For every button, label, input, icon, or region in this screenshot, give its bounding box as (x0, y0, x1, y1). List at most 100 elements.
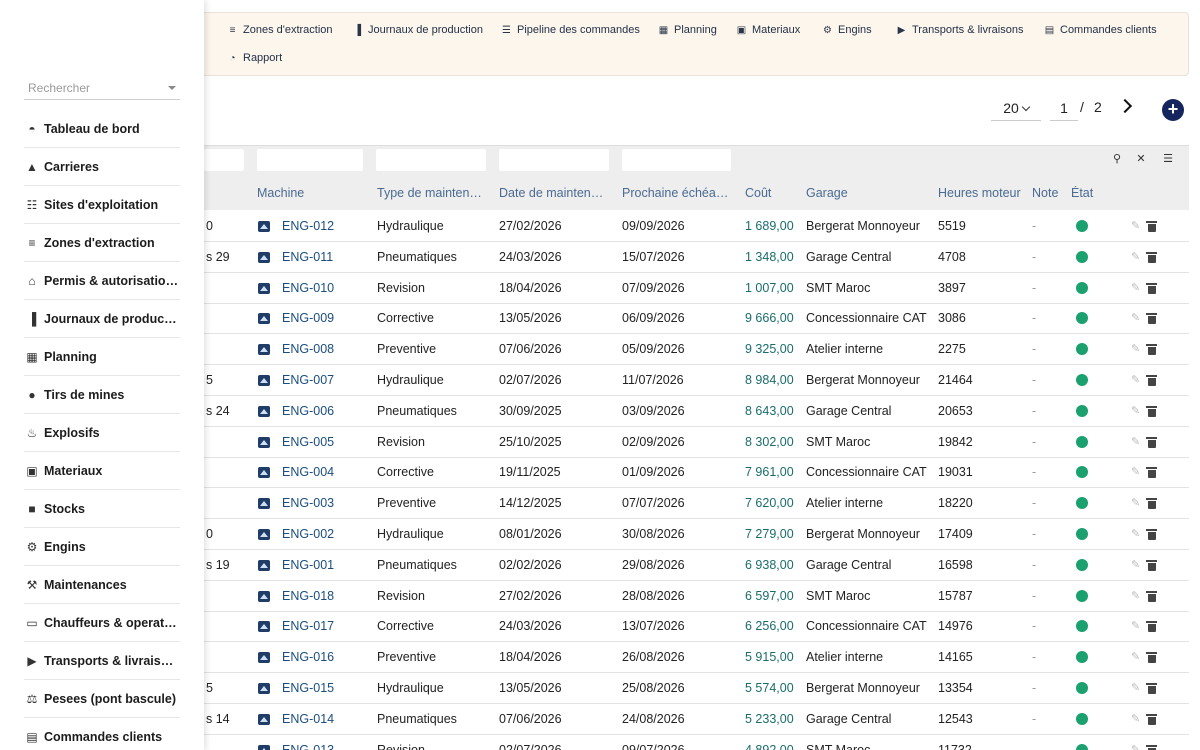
column-header-2[interactable]: Date de maintenance (499, 186, 609, 200)
pencil-icon[interactable]: ✎ (1131, 250, 1141, 263)
pencil-icon[interactable]: ✎ (1131, 528, 1141, 540)
pencil-icon[interactable]: ✎ (1131, 682, 1141, 694)
topnav-item-1[interactable]: ▐ Journaux de production (352, 24, 483, 36)
table-row[interactable]: ENG-003 Preventive 14/12/2025 07/07/2026 7 6… (204, 488, 1189, 520)
column-header-1[interactable]: Type de maintenance (377, 186, 485, 200)
sidebar-item-9[interactable]: ▣ Materiaux (24, 452, 180, 490)
cell-machine[interactable]: ENG-005 (282, 434, 335, 449)
trash-icon[interactable] (1146, 528, 1157, 540)
pencil-icon[interactable]: ✎ (1131, 343, 1141, 356)
clear-filter-icon[interactable]: ✕ (1136, 153, 1146, 165)
add-record-button[interactable]: + (1162, 99, 1184, 121)
pencil-icon[interactable]: ✎ (1131, 281, 1141, 294)
cell-machine[interactable]: ENG-001 (282, 557, 335, 572)
cell-machine[interactable]: ENG-012 (282, 219, 335, 233)
trash-icon[interactable] (1146, 312, 1157, 325)
trash-icon[interactable] (1146, 466, 1157, 479)
topnav-item-5[interactable]: ⚙ Engins (822, 24, 872, 36)
table-row[interactable]: ENG-009 Corrective 13/05/2026 06/09/2026 9 6… (204, 303, 1189, 335)
table-row[interactable]: ENG-016 Preventive 18/04/2026 26/08/2026 5 9… (204, 642, 1189, 674)
search-icon[interactable]: ⚲ (1112, 153, 1122, 165)
machine-image-icon[interactable] (258, 590, 270, 602)
machine-image-icon[interactable] (258, 559, 270, 571)
pencil-icon[interactable]: ✎ (1131, 743, 1141, 750)
filter-input-date[interactable] (499, 149, 609, 171)
cell-machine[interactable]: ENG-006 (282, 403, 335, 418)
sidebar-item-12[interactable]: ⚒ Maintenances (24, 566, 180, 604)
trash-icon[interactable] (1146, 405, 1157, 417)
cell-machine[interactable]: ENG-011 (282, 249, 334, 264)
table-row[interactable]: 5 ENG-007 Hydraulique 02/07/2026 11/07/2026 8… (204, 365, 1189, 396)
trash-icon[interactable] (1146, 251, 1157, 263)
trash-icon[interactable] (1146, 436, 1157, 448)
next-page-button[interactable] (1117, 97, 1137, 117)
topnav-item-8[interactable]: ◔ Rapport (227, 52, 282, 64)
pencil-icon[interactable]: ✎ (1131, 620, 1141, 633)
sidebar-item-16[interactable]: ▤ Commandes clients (24, 718, 180, 750)
column-header-3[interactable]: Prochaine échéance (622, 186, 730, 200)
sidebar-item-1[interactable]: ▲ Carrieres (24, 148, 180, 186)
machine-image-icon[interactable] (258, 498, 270, 510)
pencil-icon[interactable]: ✎ (1131, 651, 1141, 664)
cell-machine[interactable]: ENG-014 (282, 711, 335, 726)
machine-image-icon[interactable] (258, 405, 270, 417)
column-header-0[interactable]: Machine (257, 186, 305, 200)
cell-machine[interactable]: ENG-018 (282, 588, 335, 603)
machine-image-icon[interactable] (258, 467, 270, 479)
pencil-icon[interactable]: ✎ (1131, 558, 1141, 571)
machine-image-icon[interactable] (258, 529, 270, 540)
pencil-icon[interactable]: ✎ (1131, 404, 1141, 417)
pencil-icon[interactable]: ✎ (1131, 435, 1141, 448)
table-row[interactable]: ENG-004 Corrective 19/11/2025 01/09/2026 7 9… (204, 457, 1189, 489)
table-row[interactable]: s 29 ENG-011 Pneumatiques 24/03/2026 15/07/2… (204, 242, 1189, 273)
topnav-item-4[interactable]: ▣ Materiaux (736, 24, 801, 36)
cell-machine[interactable]: ENG-002 (282, 527, 335, 541)
trash-icon[interactable] (1146, 651, 1157, 664)
table-row[interactable]: ENG-017 Corrective 24/03/2026 13/07/2026 6 2… (204, 611, 1189, 643)
table-row[interactable]: ENG-005 Revision 25/10/2025 02/09/2026 8 302… (204, 427, 1189, 458)
table-row[interactable]: ENG-013 Revision 02/07/2026 09/07/2026 4 892… (204, 735, 1189, 750)
sidebar-item-4[interactable]: ⌂ Permis & autorisations (24, 262, 180, 300)
machine-image-icon[interactable] (258, 744, 270, 750)
machine-image-icon[interactable] (258, 344, 270, 356)
trash-icon[interactable] (1146, 713, 1157, 725)
sidebar-item-6[interactable]: ▦ Planning (24, 338, 180, 376)
sidebar-item-14[interactable]: ▶ Transports & livraisons (24, 642, 180, 680)
trash-icon[interactable] (1146, 343, 1157, 356)
filter-input-type[interactable] (376, 149, 486, 171)
trash-icon[interactable] (1146, 559, 1157, 571)
cell-machine[interactable]: ENG-004 (282, 465, 335, 480)
pencil-icon[interactable]: ✎ (1131, 374, 1141, 386)
sidebar-item-7[interactable]: ● Tirs de mines (24, 376, 180, 414)
cell-machine[interactable]: ENG-015 (282, 681, 335, 695)
trash-icon[interactable] (1146, 620, 1157, 633)
topnav-item-0[interactable]: ≡ Zones d'extraction (227, 24, 333, 36)
sidebar-item-5[interactable]: ▐ Journaux de production (24, 300, 180, 338)
trash-icon[interactable] (1146, 374, 1157, 386)
trash-icon[interactable] (1146, 497, 1157, 510)
topnav-item-2[interactable]: ☰ Pipeline des commandes (501, 24, 640, 36)
machine-image-icon[interactable] (258, 221, 270, 232)
cell-machine[interactable]: ENG-016 (282, 650, 335, 665)
machine-image-icon[interactable] (258, 683, 270, 694)
column-header-7[interactable]: Note (1032, 186, 1059, 200)
sidebar-item-8[interactable]: ♨ Explosifs (24, 414, 180, 452)
pencil-icon[interactable]: ✎ (1131, 220, 1141, 232)
sidebar-search-select[interactable]: Rechercher (24, 80, 180, 100)
filter-input-machine[interactable] (257, 149, 363, 171)
filter-input-next[interactable] (622, 149, 731, 171)
trash-icon[interactable] (1146, 682, 1157, 694)
trash-icon[interactable] (1146, 590, 1157, 602)
sidebar-item-13[interactable]: ▭ Chauffeurs & operateurs (24, 604, 180, 642)
topnav-item-6[interactable]: ▶ Transports & livraisons (896, 24, 1024, 36)
sidebar-item-15[interactable]: ⚖ Pesees (pont bascule) (24, 680, 180, 718)
table-row[interactable]: s 24 ENG-006 Pneumatiques 30/09/2025 03/09/2… (204, 396, 1189, 427)
pencil-icon[interactable]: ✎ (1131, 589, 1141, 602)
table-row[interactable]: 0 ENG-012 Hydraulique 27/02/2026 09/09/2026 1… (204, 211, 1189, 242)
column-header-6[interactable]: Heures moteur (938, 186, 1021, 200)
table-row[interactable]: ENG-010 Revision 18/04/2026 07/09/2026 1 007… (204, 273, 1189, 304)
column-list-icon[interactable]: ☰ (1163, 153, 1173, 165)
sidebar-item-2[interactable]: ☷ Sites d'exploitation (24, 186, 180, 224)
sidebar-item-10[interactable]: ■ Stocks (24, 490, 180, 528)
cell-machine[interactable]: ENG-007 (282, 373, 335, 387)
